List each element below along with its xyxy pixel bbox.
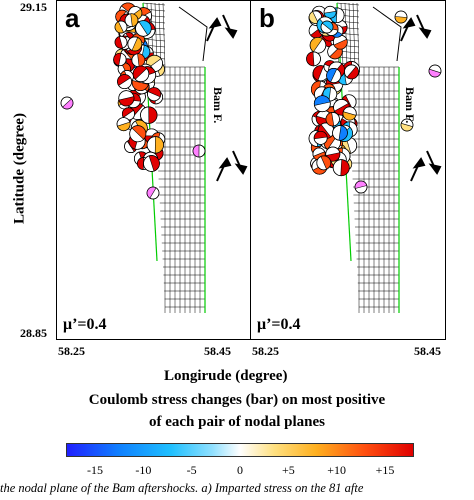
focal-mechanism — [325, 112, 340, 127]
focal-mechanism — [354, 180, 368, 194]
focal-mechanism — [320, 20, 334, 34]
slip-arrow — [216, 157, 232, 182]
slip-arrow — [416, 14, 432, 39]
fault-grid — [336, 2, 400, 313]
fault-label-b: Bam F. — [403, 87, 417, 124]
slip-arrow — [206, 17, 222, 42]
focal-mechanism — [117, 74, 132, 90]
friction-label-a: μ’=0.4 — [63, 316, 107, 333]
focal-mechanism — [113, 52, 127, 67]
colorbar-tick: -15 — [87, 463, 103, 477]
focal-mechanism — [127, 36, 143, 52]
focal-mechanism — [428, 64, 442, 78]
friction-label-b: μ’=0.4 — [257, 316, 301, 333]
caption-line-1: Coulomb stress changes (bar) on most pos… — [88, 392, 386, 408]
focal-mechanism — [192, 144, 206, 158]
focal-mechanism — [394, 10, 408, 24]
focal-mechanism — [60, 96, 74, 110]
x-tick-a-right: 58.45 — [204, 344, 231, 358]
y-tick-bottom: 28.85 — [20, 326, 47, 340]
slip-arrow — [410, 157, 426, 182]
focal-mechanism — [332, 125, 348, 141]
focal-mechanism — [135, 20, 152, 37]
focal-mechanism — [132, 65, 150, 83]
colorbar-tick: -5 — [186, 463, 197, 477]
slip-arrow — [400, 17, 416, 42]
focal-mechanism — [309, 37, 327, 54]
colorbar — [66, 443, 414, 457]
focal-mechanism — [306, 51, 321, 67]
slip-arrow — [222, 14, 238, 39]
colorbar-tick: 0 — [237, 463, 243, 477]
focal-mechanism — [326, 68, 342, 84]
fault-grid — [142, 2, 206, 313]
caption-line-2: of each pair of nodal planes — [149, 414, 325, 430]
focal-mechanism — [316, 155, 332, 171]
y-axis-label: Latitude (degree) — [11, 113, 28, 224]
x-tick-a-left: 58.25 — [58, 344, 85, 358]
focal-mechanism — [313, 95, 331, 113]
focal-mechanism — [114, 35, 128, 49]
focal-mechanism — [342, 106, 357, 121]
panel-label-a: a — [65, 3, 80, 33]
focal-mechanism — [146, 136, 164, 154]
slip-arrow — [232, 150, 248, 175]
panel-label-b: b — [259, 3, 275, 33]
focal-mechanism — [400, 118, 414, 132]
x-tick-b-right: 58.45 — [414, 344, 441, 358]
colorbar-tick: +5 — [281, 463, 295, 477]
focal-mechanism — [332, 34, 348, 50]
colorbar-tick: +10 — [327, 463, 347, 477]
panel-b: b μ’=0.4 Bam F. — [250, 0, 446, 340]
focal-mechanism — [143, 155, 160, 172]
y-tick-top: 29.15 — [20, 0, 47, 14]
map-b — [306, 2, 442, 313]
focal-mechanism — [147, 87, 162, 102]
focal-mechanism — [344, 64, 359, 80]
colorbar-tick: +15 — [375, 463, 395, 477]
focal-mechanism — [325, 146, 341, 162]
fault-label-a: Bam F. — [211, 87, 225, 124]
focal-mechanism — [124, 13, 139, 27]
focal-mechanism — [313, 130, 328, 145]
focal-mechanism — [131, 53, 146, 68]
x-axis-label: Longirude (degree) — [164, 368, 288, 384]
figure-caption-footer: the nodal plane of the Bam aftershocks. … — [0, 481, 364, 495]
panel-a: a μ’=0.4 Bam F. — [56, 0, 252, 340]
colorbar-tick: -10 — [135, 463, 152, 477]
focal-mechanism — [114, 20, 128, 34]
focal-mechanism — [129, 125, 147, 143]
focal-mechanism — [140, 106, 158, 124]
focal-mechanism — [116, 117, 131, 132]
focal-mechanism — [323, 5, 337, 19]
slip-arrow — [426, 150, 442, 175]
focal-mechanism — [332, 159, 350, 177]
focal-mechanism — [118, 90, 135, 107]
map-a — [60, 2, 248, 313]
focal-mechanism — [146, 186, 160, 200]
focal-mechanism — [121, 107, 135, 121]
x-tick-b-left: 58.25 — [252, 344, 279, 358]
